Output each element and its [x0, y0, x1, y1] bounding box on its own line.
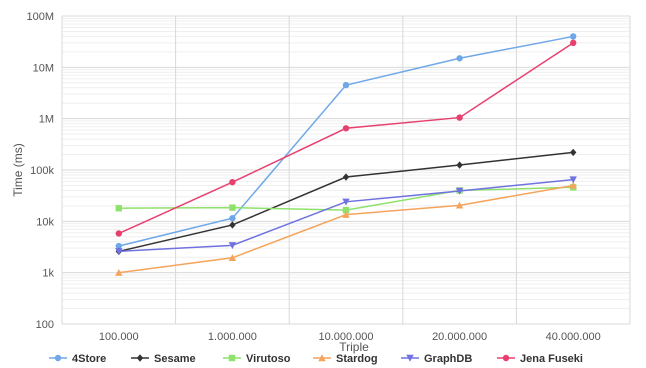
- x-tick-label: 40.000.000: [546, 331, 601, 343]
- y-tick-label: 1M: [39, 114, 54, 126]
- series-graphdb: [115, 176, 577, 256]
- legend-label-stardog: Stardog: [336, 353, 378, 365]
- data-point-graphdb: [115, 248, 123, 256]
- data-point-jena-fuseki: [570, 39, 577, 47]
- data-point-virutoso: [342, 206, 350, 214]
- data-point-sesame: [229, 221, 236, 229]
- data-point-graphdb: [342, 198, 350, 206]
- legend-item-sesame: Sesame: [131, 353, 196, 365]
- legend-label-sesame: Sesame: [154, 353, 196, 365]
- series-stardog: [115, 181, 577, 276]
- legend-marker: [502, 354, 510, 362]
- legend-item-4store: 4Store: [49, 353, 106, 365]
- data-point-sesame: [342, 173, 350, 181]
- legend: 4Store Sesame Virutoso Stardog GraphDB Jena F…: [49, 353, 583, 365]
- data-point-4store: [570, 33, 577, 40]
- data-point-graphdb: [569, 176, 577, 184]
- data-point-stardog: [342, 210, 350, 218]
- y-tick-label: 10k: [36, 216, 54, 228]
- x-axis-title: Triple: [339, 340, 369, 354]
- legend-label-jena-fuseki: Jena Fuseki: [520, 353, 583, 365]
- legend-marker: [318, 354, 326, 362]
- y-axis-title: Time (ms): [11, 143, 25, 197]
- y-tick-label: 100: [36, 319, 54, 331]
- data-point-4store: [456, 55, 463, 62]
- legend-marker: [54, 354, 62, 362]
- data-point-jena-fuseki: [342, 125, 350, 132]
- x-tick-label: 20.000.000: [432, 331, 487, 343]
- data-point-virutoso: [229, 204, 236, 211]
- legend-label-graphdb: GraphDB: [424, 353, 472, 365]
- legend-item-virutoso: Virutoso: [223, 353, 291, 365]
- data-point-stardog: [115, 268, 123, 276]
- data-point-stardog: [228, 254, 237, 261]
- series-lines: [115, 33, 577, 276]
- data-point-jena-fuseki: [229, 178, 236, 186]
- data-point-graphdb: [455, 187, 464, 195]
- data-point-stardog: [455, 201, 464, 209]
- legend-label-virutoso: Virutoso: [246, 353, 291, 365]
- y-tick-label: 100k: [30, 165, 54, 177]
- legend-label-4store: 4Store: [72, 353, 106, 365]
- legend-marker: [136, 354, 144, 362]
- legend-item-graphdb: GraphDB: [401, 353, 472, 365]
- data-point-4store: [229, 215, 236, 222]
- data-point-stardog: [569, 181, 577, 189]
- x-tick-label: 10.000.000: [318, 331, 373, 343]
- y-tick-label: 10M: [33, 62, 54, 74]
- data-point-sesame: [570, 148, 577, 157]
- data-point-jena-fuseki: [456, 114, 463, 121]
- data-point-sesame: [456, 161, 463, 169]
- series-4store: [115, 33, 577, 250]
- data-point-graphdb: [228, 242, 237, 250]
- data-point-jena-fuseki: [115, 230, 123, 237]
- legend-item-stardog: Stardog: [313, 353, 378, 365]
- data-point-virutoso: [115, 205, 122, 212]
- legend-marker: [228, 354, 236, 362]
- legend-item-jena-fuseki: Jena Fuseki: [497, 353, 583, 365]
- x-tick-label: 100.000: [99, 331, 139, 343]
- y-tick-label: 100M: [26, 11, 54, 23]
- series-jena-fuseki: [115, 39, 577, 237]
- x-tick-label: 1.000.000: [208, 331, 257, 343]
- data-point-4store: [342, 81, 350, 89]
- axes: 100 1k 10k 100k 1M 10M 100M 100.000 1.000.000 10.…: [11, 11, 601, 354]
- data-point-4store: [115, 242, 123, 250]
- legend-marker: [406, 354, 414, 362]
- y-tick-label: 1k: [42, 268, 54, 280]
